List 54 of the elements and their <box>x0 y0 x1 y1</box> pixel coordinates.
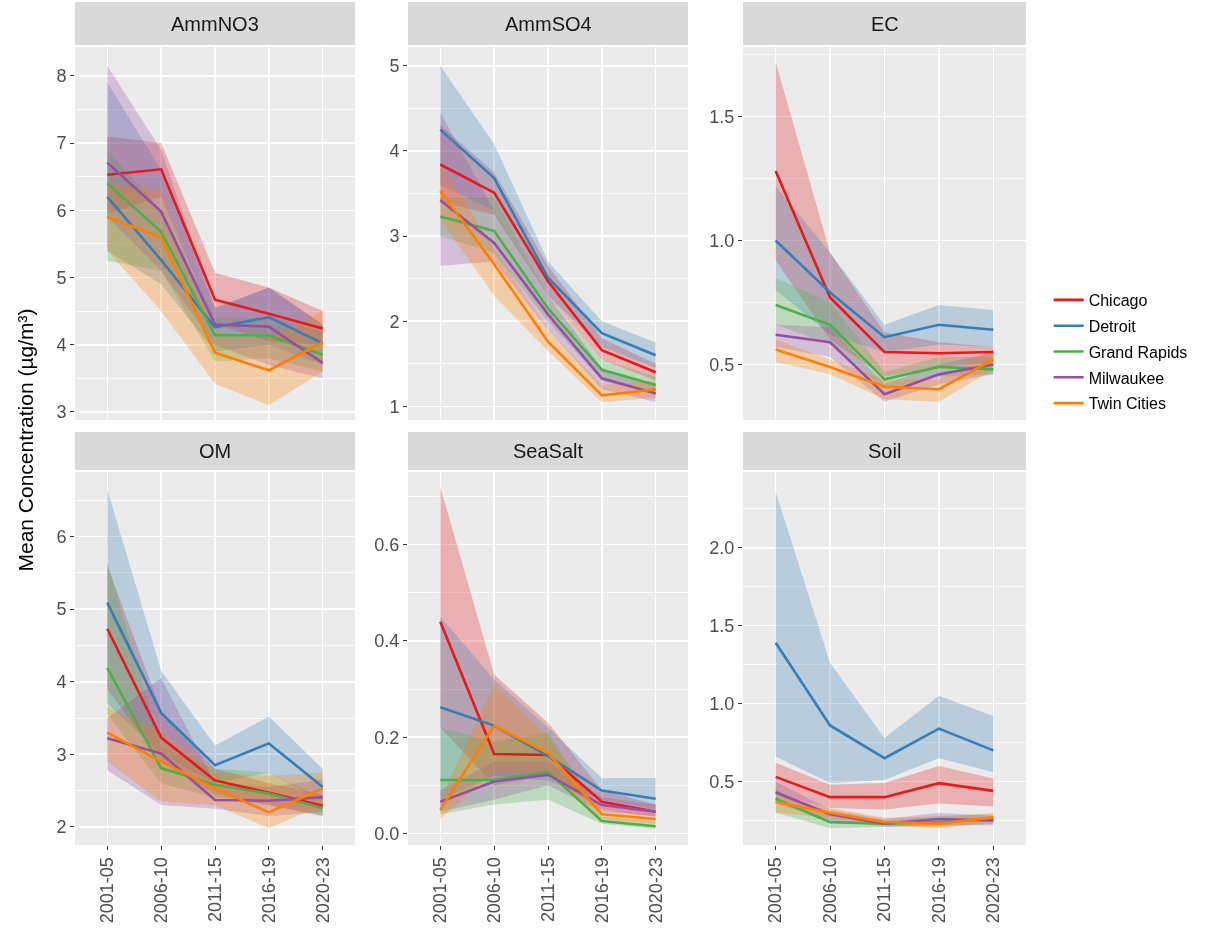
y-tick-label: 0.2 <box>374 727 400 748</box>
x-tick-label: 2006-10 <box>819 857 840 924</box>
x-tick-label: 2011-15 <box>537 857 558 922</box>
y-tick-label: 2 <box>56 817 67 838</box>
x-tick-label: 2016-19 <box>258 857 279 924</box>
y-tick-label: 1.0 <box>709 230 735 251</box>
chart-title: Soil <box>868 440 902 462</box>
legend-label: Grand Rapids <box>1088 343 1188 361</box>
y-tick-label: 0.6 <box>374 534 400 555</box>
x-tick-label: 2020-23 <box>645 857 666 924</box>
legend-label: Detroit <box>1088 317 1137 335</box>
x-tick-label: 2001-05 <box>97 857 118 924</box>
y-tick-label: 4 <box>56 335 67 356</box>
x-tick-label: 2016-19 <box>591 857 612 924</box>
y-tick-label: 3 <box>56 402 67 423</box>
y-tick-label: 4 <box>56 672 67 693</box>
y-tick-label: 5 <box>56 599 67 620</box>
y-tick-label: 2.0 <box>709 538 735 559</box>
y-tick-label: 1.0 <box>709 693 735 714</box>
y-tick-label: 7 <box>56 133 67 154</box>
chart-title: EC <box>871 13 899 35</box>
y-tick-label: 4 <box>389 141 400 162</box>
x-tick-label: 2001-05 <box>765 857 786 924</box>
y-tick-label: 3 <box>56 744 67 765</box>
y-tick-label: 5 <box>389 56 400 77</box>
y-tick-label: 0.5 <box>709 771 735 792</box>
y-tick-label: 6 <box>56 526 67 547</box>
chart-title: OM <box>199 440 232 462</box>
x-tick-label: 2011-15 <box>874 857 895 922</box>
x-tick-label: 2016-19 <box>928 857 949 924</box>
legend-label: Chicago <box>1088 292 1148 310</box>
y-tick-label: 6 <box>56 200 67 221</box>
y-tick-label: 1.5 <box>709 615 735 636</box>
y-tick-label: 1 <box>389 396 400 417</box>
y-axis-title: Mean Concentration (µg/m³) <box>14 308 38 572</box>
legend-label: Twin Cities <box>1088 395 1166 413</box>
y-tick-label: 1.5 <box>709 106 735 127</box>
x-tick-label: 2006-10 <box>484 857 504 924</box>
y-tick-label: 0.5 <box>709 354 735 375</box>
legend-label: Milwaukee <box>1088 369 1165 387</box>
chart-title: AmmNO3 <box>171 13 259 35</box>
chart-title: SeaSalt <box>513 440 584 462</box>
x-tick-label: 2011-15 <box>204 857 225 922</box>
x-tick-label: 2006-10 <box>151 857 171 924</box>
y-tick-label: 0.0 <box>374 823 400 844</box>
y-tick-label: 5 <box>56 267 67 288</box>
y-tick-label: 8 <box>56 66 67 87</box>
x-tick-label: 2001-05 <box>430 857 451 924</box>
x-tick-label: 2020-23 <box>312 857 333 924</box>
y-tick-label: 3 <box>389 226 400 247</box>
y-tick-label: 0.4 <box>374 631 400 652</box>
chart-title: AmmSO4 <box>505 13 592 35</box>
y-tick-label: 2 <box>389 311 400 332</box>
x-tick-label: 2020-23 <box>983 857 1004 924</box>
